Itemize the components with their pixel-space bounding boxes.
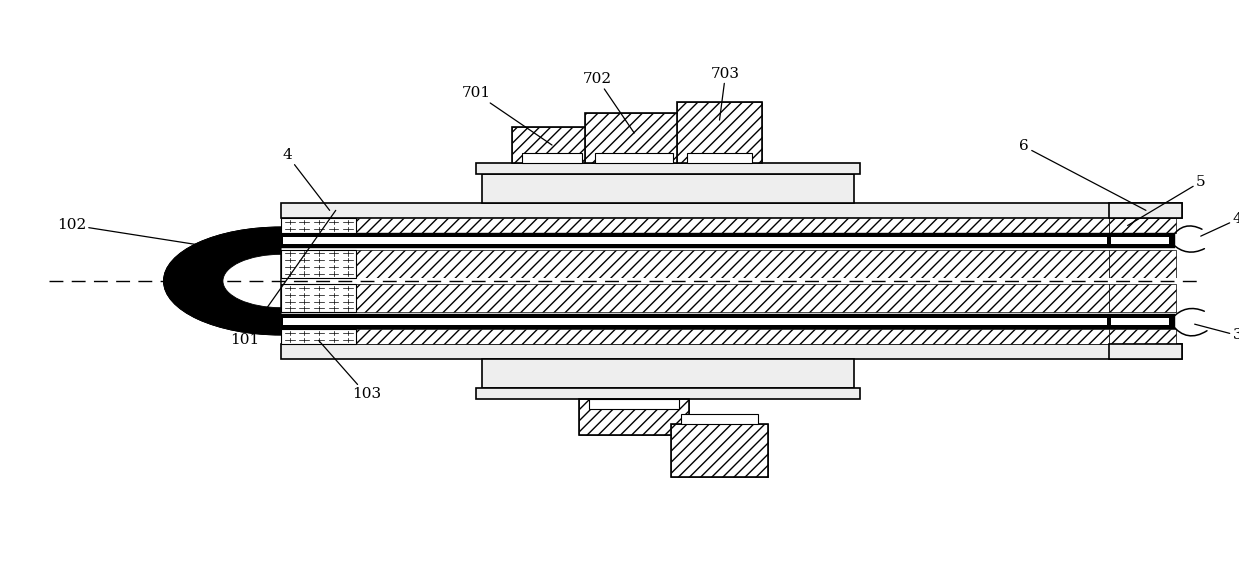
Bar xyxy=(281,218,357,233)
Text: 103: 103 xyxy=(318,341,380,401)
Bar xyxy=(1109,314,1175,329)
Bar xyxy=(281,344,1182,360)
Bar xyxy=(281,314,1109,329)
Bar xyxy=(590,398,679,409)
Bar xyxy=(1110,238,1170,244)
Text: 6: 6 xyxy=(1020,139,1146,210)
Bar xyxy=(1110,318,1170,324)
Bar xyxy=(281,329,357,344)
Bar xyxy=(580,398,689,435)
Bar xyxy=(281,278,1109,284)
Text: 5: 5 xyxy=(1127,175,1206,225)
Bar xyxy=(1109,233,1175,248)
Bar xyxy=(680,414,758,424)
Bar xyxy=(670,424,768,478)
Bar xyxy=(676,102,762,164)
Bar xyxy=(580,398,689,435)
Bar xyxy=(676,102,762,164)
Bar xyxy=(1109,278,1182,284)
Bar xyxy=(586,113,683,164)
Bar xyxy=(281,250,1109,278)
Bar xyxy=(281,329,1109,344)
Text: 102: 102 xyxy=(57,218,222,248)
Bar xyxy=(513,127,591,164)
Text: 4: 4 xyxy=(282,148,330,210)
Bar xyxy=(284,318,1106,324)
Bar xyxy=(586,113,683,164)
Bar xyxy=(281,284,1109,312)
Bar xyxy=(1109,329,1176,344)
Bar xyxy=(476,164,860,174)
Bar xyxy=(513,127,591,164)
Bar xyxy=(281,202,1182,218)
Bar xyxy=(670,424,768,478)
Text: 101: 101 xyxy=(229,210,336,347)
Bar xyxy=(284,238,1106,244)
Bar xyxy=(281,250,357,278)
Bar xyxy=(1109,202,1182,218)
Text: 703: 703 xyxy=(711,66,740,120)
Bar xyxy=(281,233,1109,248)
Bar xyxy=(686,153,752,164)
Bar xyxy=(281,284,357,312)
Bar xyxy=(1109,250,1176,278)
Bar xyxy=(1109,218,1176,233)
Bar xyxy=(595,153,673,164)
Bar xyxy=(1109,344,1182,360)
Text: 3: 3 xyxy=(1194,324,1239,342)
Wedge shape xyxy=(223,255,281,307)
Text: 701: 701 xyxy=(461,86,553,145)
Bar xyxy=(281,218,1109,233)
Bar xyxy=(1109,284,1176,312)
Bar xyxy=(482,360,854,388)
Text: 702: 702 xyxy=(584,72,634,133)
Bar xyxy=(476,388,860,398)
Wedge shape xyxy=(164,227,281,335)
Bar xyxy=(482,174,854,202)
Text: 4: 4 xyxy=(1201,212,1239,236)
Bar xyxy=(522,153,582,164)
